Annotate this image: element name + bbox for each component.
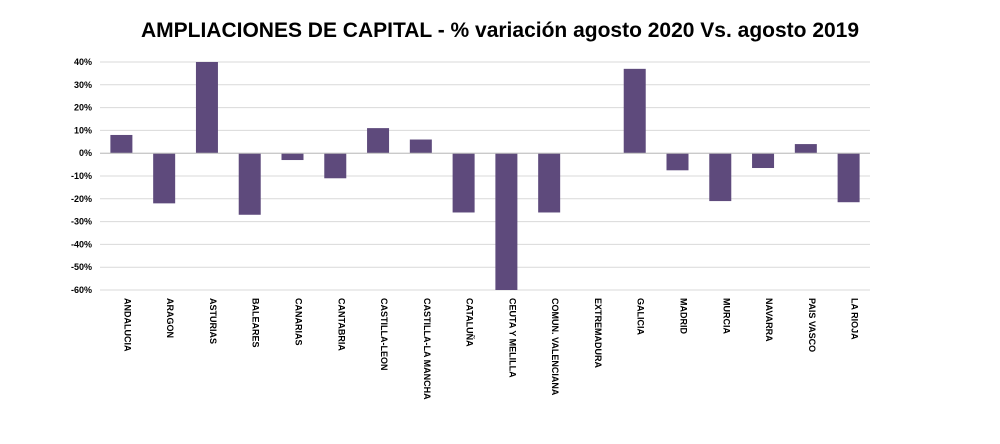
bar-pais-vasco [794, 144, 817, 154]
x-tick-label: NAVARRA [764, 298, 774, 342]
bar-castilla-la-mancha [409, 139, 432, 154]
y-tick-label: -60% [71, 285, 92, 295]
x-tick-label: MURCIA [721, 298, 731, 334]
y-tick-label: -50% [71, 262, 92, 272]
x-tick-label: CASTILLA-LEON [379, 298, 389, 371]
bar-galicia [623, 68, 646, 154]
y-tick-label: 10% [74, 125, 92, 135]
bar-comun-valenciana [538, 153, 561, 213]
y-axis-ticks: 40% 30% 20% 10% 0% -10% -20% -30% -40% -50% -60% [71, 57, 92, 295]
y-tick-label: -20% [71, 194, 92, 204]
x-axis-ticks: ANDALUCIA ARAGON ASTURIAS BALEARES CANARIAS C… [122, 298, 859, 400]
x-tick-label: PAIS VASCO [807, 298, 817, 352]
x-tick-label: EXTREMADURA [593, 298, 603, 369]
bar-ceuta-y-melilla [495, 153, 518, 290]
bar-aragon [153, 153, 176, 204]
bar-navarra [752, 153, 775, 169]
x-tick-label: ANDALUCIA [122, 298, 132, 352]
y-tick-label: -30% [71, 217, 92, 227]
x-tick-label: LA RIOJA [850, 298, 860, 340]
y-tick-label: -40% [71, 239, 92, 249]
bar-baleares [238, 153, 261, 215]
x-tick-label: CANTABRIA [336, 298, 346, 351]
y-tick-label: 0% [79, 148, 92, 158]
bars [110, 62, 860, 290]
bar-asturias [195, 62, 218, 154]
x-tick-label: CASTILLA-LA MANCHA [422, 298, 432, 400]
bar-cantabria [324, 153, 347, 179]
x-tick-label: COMUN. VALENCIANA [550, 298, 560, 396]
x-tick-label: GALICIA [636, 298, 646, 335]
y-tick-label: 20% [74, 103, 92, 113]
y-tick-label: 30% [74, 80, 92, 90]
y-tick-label: 40% [74, 57, 92, 67]
x-tick-label: BALEARES [251, 298, 261, 348]
bar-la-rioja [837, 153, 860, 203]
bar-madrid [666, 153, 689, 171]
x-tick-label: CEUTA Y MELILLA [507, 298, 517, 378]
x-tick-label: MADRID [679, 298, 689, 334]
bar-castilla-leon [367, 128, 390, 154]
x-tick-label: ASTURIAS [208, 298, 218, 344]
bar-andalucia [110, 134, 133, 154]
x-tick-label: ARAGON [165, 298, 175, 338]
bar-canarias [281, 153, 304, 161]
y-tick-label: -10% [71, 171, 92, 181]
bar-murcia [709, 153, 732, 202]
x-tick-label: CANARIAS [294, 298, 304, 346]
bar-cataluña [452, 153, 475, 213]
x-tick-label: CATALUÑA [465, 298, 475, 347]
chart-title: AMPLIACIONES DE CAPITAL - % variación ag… [141, 19, 859, 42]
